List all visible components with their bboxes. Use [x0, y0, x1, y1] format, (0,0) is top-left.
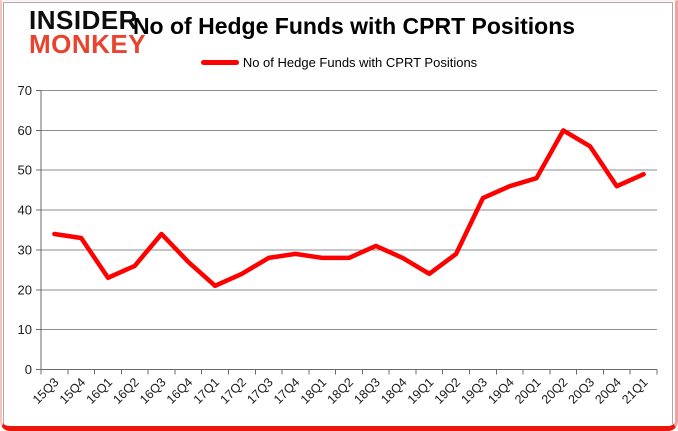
x-tick-label-16Q2: 16Q2: [110, 375, 142, 407]
x-tick-label-18Q1: 18Q1: [298, 375, 330, 407]
y-tick-label-0: 0: [25, 362, 32, 377]
x-tick-label-17Q2: 17Q2: [217, 375, 249, 407]
legend-line-swatch-icon: [200, 60, 239, 65]
y-tick-label-30: 30: [18, 242, 32, 257]
x-tick-label-19Q4: 19Q4: [485, 375, 517, 407]
chart-title: No of Hedge Funds with CPRT Positions: [132, 13, 576, 39]
series-lines: [52, 128, 646, 289]
x-tick-label-20Q4: 20Q4: [592, 375, 624, 407]
y-axis-labels: 0 10 20 30 40 50 60 70: [18, 83, 32, 377]
y-tick-label-20: 20: [18, 282, 32, 297]
insider-monkey-logo: INSIDER MONKEY: [29, 5, 147, 59]
x-tick-label-16Q1: 16Q1: [84, 375, 116, 407]
x-tick-label-17Q4: 17Q4: [271, 375, 303, 407]
logo-text-insider: INSIDER: [29, 5, 138, 35]
x-tick-label-15Q3: 15Q3: [30, 375, 62, 407]
x-tick-label-20Q3: 20Q3: [566, 375, 598, 407]
y-tick-label-10: 10: [18, 322, 32, 337]
x-tick-label-19Q1: 19Q1: [405, 375, 437, 407]
x-tick-label-21Q1: 21Q1: [619, 375, 651, 407]
x-tick-label-19Q2: 19Q2: [432, 375, 464, 407]
x-tick-label-17Q1: 17Q1: [191, 375, 223, 407]
x-tick-label-18Q3: 18Q3: [351, 375, 383, 407]
x-tick-label-16Q4: 16Q4: [164, 375, 196, 407]
legend-label: No of Hedge Funds with CPRT Positions: [242, 55, 478, 70]
x-tick-label-16Q3: 16Q3: [137, 375, 169, 407]
x-tick-label-19Q3: 19Q3: [458, 375, 490, 407]
y-tick-label-40: 40: [18, 203, 32, 218]
x-tick-label-20Q1: 20Q1: [512, 375, 544, 407]
x-tick-label-20Q2: 20Q2: [539, 375, 571, 407]
y-tick-label-70: 70: [18, 83, 32, 98]
y-tick-label-60: 60: [18, 123, 32, 138]
series-line: [52, 128, 646, 289]
x-axis-labels: 15Q315Q416Q116Q216Q316Q417Q117Q217Q317Q4…: [30, 375, 651, 407]
x-tick-label-18Q4: 18Q4: [378, 375, 410, 407]
chart-legend: No of Hedge Funds with CPRT Positions: [0, 55, 678, 70]
logo-text-monkey: MONKEY: [29, 28, 147, 59]
axes-and-ticks: [36, 90, 658, 375]
x-tick-label-18Q2: 18Q2: [325, 375, 357, 407]
x-tick-label-15Q4: 15Q4: [57, 375, 89, 407]
x-tick-label-17Q3: 17Q3: [244, 375, 276, 407]
y-gridlines: [41, 90, 657, 331]
y-tick-label-50: 50: [18, 163, 32, 178]
